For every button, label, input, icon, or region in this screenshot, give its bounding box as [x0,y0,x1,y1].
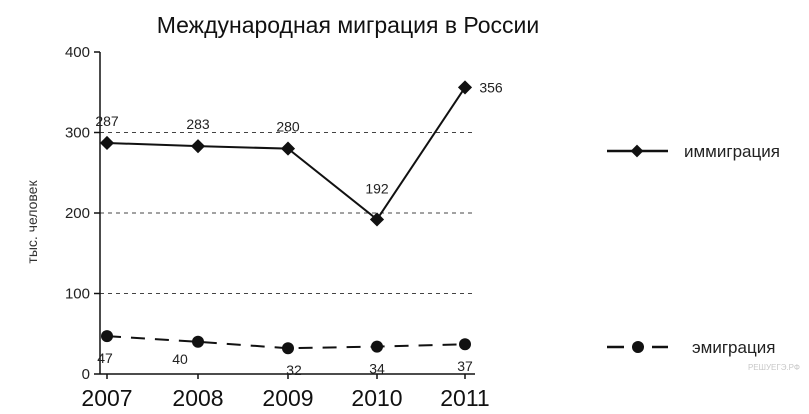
y-tick-label-400: 400 [65,44,90,61]
point-1-2007 [101,330,113,343]
y-tick-labels: 0 100 200 300 400 [65,44,100,383]
y-tick-label-200: 200 [65,205,90,222]
legend: иммиграция эмиграция [607,142,780,357]
point-1-2008 [192,335,204,348]
point-0-2011 [457,80,473,95]
chart-title: Международная миграция в России [157,12,540,38]
legend-marker-immigration [630,144,644,158]
data-label-0-2007: 287 [95,113,119,129]
data-label-0-2009: 280 [276,119,300,135]
data-label-0-2011: 356 [479,79,503,95]
y-tick-label-100: 100 [65,286,90,303]
data-label-1-2010: 34 [369,361,385,377]
data-label-1-2007: 47 [97,350,113,366]
data-label-0-2008: 283 [186,116,210,132]
watermark-text: РЕШУЕГЭ.РФ [748,363,800,372]
legend-marker-emigration [632,341,644,353]
series-layer [99,80,473,355]
data-label-1-2009: 32 [286,362,302,378]
y-tick-label-300: 300 [65,125,90,142]
data-labels: 287 283 280 192 356 47 40 32 34 37 [95,79,503,378]
grid-lines [100,132,475,294]
point-1-2011 [459,338,471,351]
y-tick-label-0: 0 [82,366,90,383]
point-1-2009 [282,342,294,355]
point-0-2008 [190,139,206,154]
legend-label-immigration: иммиграция [684,142,780,161]
point-0-2010 [369,212,385,227]
data-label-0-2010: 192 [365,180,389,196]
x-tick-labels: 2007 2008 2009 2010 2011 [81,374,490,411]
x-tick-label-2008: 2008 [172,385,223,411]
legend-label-emigration: эмиграция [692,338,775,357]
point-0-2007 [99,135,115,151]
legend-item-emigration: эмиграция [607,338,775,357]
point-0-2009 [280,141,296,156]
data-label-1-2008: 40 [172,351,188,367]
y-axis-label: тыс. человек [24,180,40,264]
x-tick-label-2009: 2009 [262,385,313,411]
point-1-2010 [371,340,383,353]
x-tick-label-2007: 2007 [81,385,132,411]
x-tick-label-2011: 2011 [440,385,489,411]
legend-item-immigration: иммиграция [607,142,780,161]
data-label-1-2011: 37 [457,358,473,374]
x-tick-label-2010: 2010 [351,385,402,411]
